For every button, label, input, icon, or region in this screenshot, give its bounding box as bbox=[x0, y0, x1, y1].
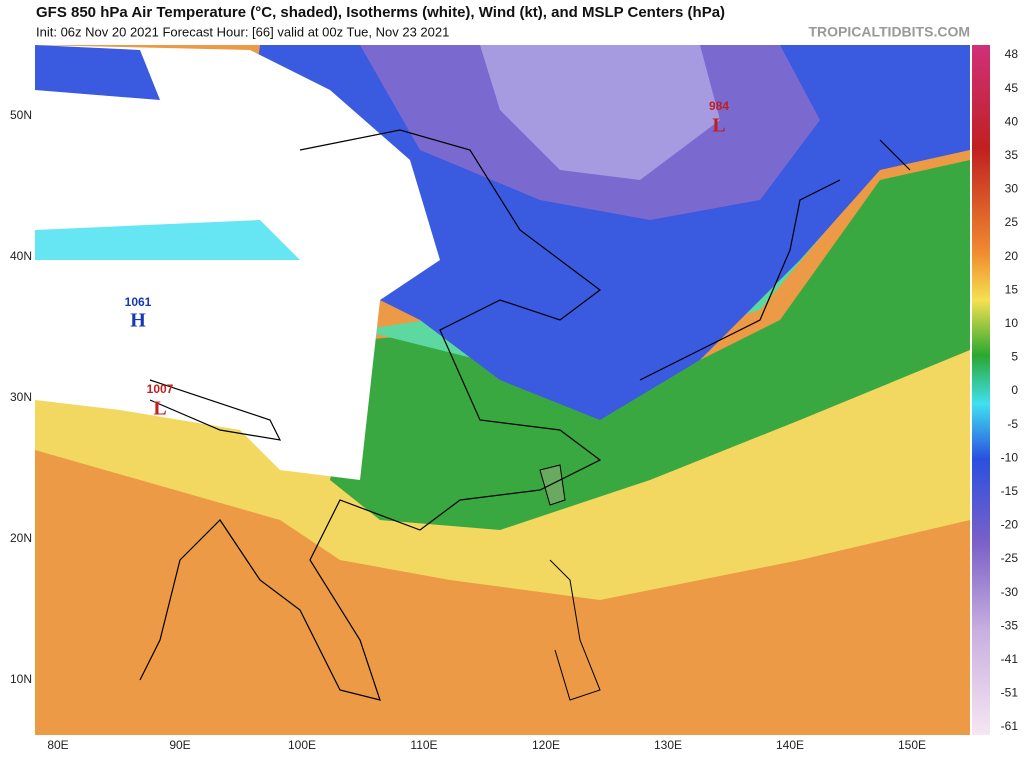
pressure-value: 1007 bbox=[147, 382, 174, 396]
colorbar-label: 35 bbox=[1005, 148, 1019, 162]
lon-label: 150E bbox=[898, 738, 926, 752]
lon-label: 140E bbox=[776, 738, 804, 752]
colorbar-label: 45 bbox=[1005, 81, 1019, 95]
lat-label: 10N bbox=[10, 672, 32, 686]
axis-labels: 50N 40N 30N 20N 10N 80E 90E 100E 110E 120E 130E 140… bbox=[10, 47, 1018, 752]
colorbar bbox=[972, 45, 990, 735]
pressure-symbol: L bbox=[712, 115, 725, 137]
colorbar-label: -25 bbox=[1001, 551, 1019, 565]
subtitle: Init: 06z Nov 20 2021 Forecast Hour: [66… bbox=[36, 24, 449, 39]
lat-label: 40N bbox=[10, 249, 32, 263]
pressure-symbol: H bbox=[130, 310, 146, 332]
colorbar-label: -30 bbox=[1001, 585, 1019, 599]
pressure-value: 984 bbox=[709, 99, 729, 113]
colorbar-label: -15 bbox=[1001, 484, 1019, 498]
pressure-value: 1061 bbox=[125, 295, 152, 309]
colorbar-label: -20 bbox=[1001, 518, 1019, 532]
title: GFS 850 hPa Air Temperature (°C, shaded)… bbox=[36, 4, 725, 21]
colorbar-label: 48 bbox=[1005, 47, 1019, 61]
colorbar-label: -51 bbox=[1001, 686, 1019, 700]
colorbar-label: -10 bbox=[1001, 450, 1019, 464]
colorbar-label: -41 bbox=[1001, 652, 1019, 666]
colorbar-label: 20 bbox=[1005, 249, 1019, 263]
lon-label: 100E bbox=[288, 738, 316, 752]
colorbar-label: -35 bbox=[1001, 618, 1019, 632]
lon-label: 130E bbox=[654, 738, 682, 752]
colorbar-label: 30 bbox=[1005, 182, 1019, 196]
lon-label: 110E bbox=[410, 738, 437, 752]
lat-label: 50N bbox=[10, 108, 32, 122]
lat-label: 30N bbox=[10, 390, 32, 404]
map bbox=[35, 45, 970, 735]
colorbar-label: 10 bbox=[1005, 316, 1019, 330]
colorbar-label: 15 bbox=[1005, 282, 1019, 296]
pressure-centers: 1061 H 1007 L 984 L bbox=[125, 99, 730, 419]
colorbar-label: 25 bbox=[1005, 215, 1019, 229]
lon-label: 80E bbox=[47, 738, 68, 752]
colorbar-label: -61 bbox=[1001, 719, 1019, 733]
lon-label: 120E bbox=[532, 738, 560, 752]
colorbar-label: -5 bbox=[1007, 417, 1018, 431]
watermark: TROPICALTIDBITS.COM bbox=[808, 24, 970, 40]
colorbar-label: 0 bbox=[1011, 383, 1018, 397]
colorbar-label: 5 bbox=[1011, 350, 1018, 364]
lon-label: 90E bbox=[169, 738, 190, 752]
colorbar-label: 40 bbox=[1005, 114, 1019, 128]
pressure-symbol: L bbox=[153, 398, 166, 420]
lat-label: 20N bbox=[10, 531, 32, 545]
